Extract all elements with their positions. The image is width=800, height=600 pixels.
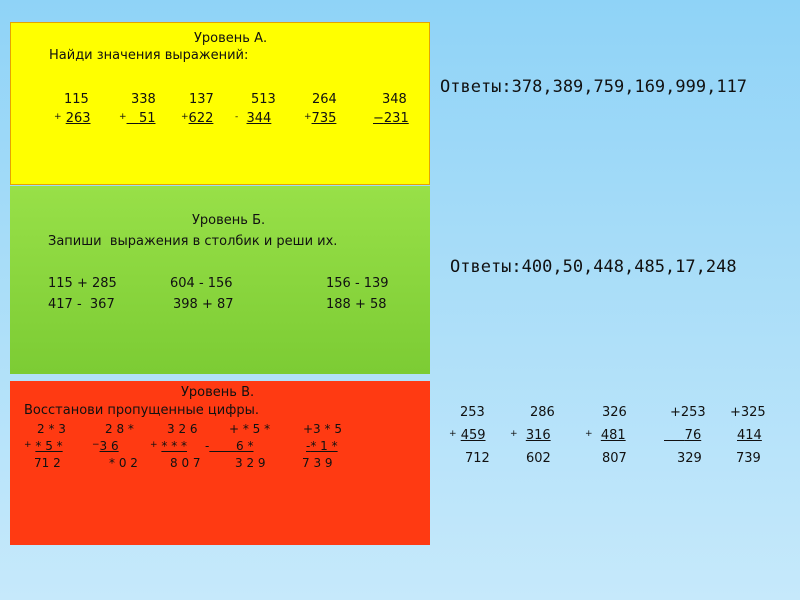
level-c-r1-4: + * 5 * bbox=[229, 422, 271, 436]
level-c-r2-val-1: * 5 * bbox=[35, 439, 63, 453]
level-a-expr-4: - 344 bbox=[235, 111, 271, 126]
sol-r2-3: + 481 bbox=[585, 428, 626, 443]
level-a-bottom-3: 622 bbox=[188, 111, 214, 126]
level-c-r1-1: 2 * 3 bbox=[37, 422, 66, 436]
sol-r2-val-3: 481 bbox=[600, 428, 626, 443]
level-c-r2-val-5: * 1 * bbox=[310, 439, 338, 453]
level-a-sign-4: - bbox=[235, 112, 239, 122]
level-b-title: Уровень Б. bbox=[192, 213, 266, 228]
level-a-bottom-4: 344 bbox=[246, 111, 272, 126]
sol-r1-3: 326 bbox=[602, 405, 627, 420]
level-a-panel: Уровень А. Найди значения выражений: 115… bbox=[10, 22, 430, 185]
level-c-r3-4: 3 2 9 bbox=[235, 456, 266, 470]
sol-r3-2: 602 bbox=[526, 451, 551, 466]
level-c-r3-5: 7 3 9 bbox=[302, 456, 333, 470]
level-c-r2-val-4: 6 * bbox=[236, 439, 254, 453]
sol-r1-1: 253 bbox=[460, 405, 485, 420]
level-a-bottom-6: 231 bbox=[383, 111, 409, 126]
level-c-r2-val-2: 3 6 bbox=[99, 439, 119, 453]
level-b-task: Запиши выражения в столбик и реши их. bbox=[48, 234, 338, 249]
level-b-expr-1: 115 + 285 bbox=[48, 276, 117, 291]
level-a-top-2: 338 bbox=[131, 92, 156, 107]
level-a-bottom-2: 51 bbox=[138, 111, 156, 126]
level-c-r2-5: -* 1 * bbox=[306, 439, 338, 453]
level-c-r1-3: 3 2 6 bbox=[167, 422, 198, 436]
sol-r3-5: 739 bbox=[736, 451, 761, 466]
sol-r2-4: 76 bbox=[664, 428, 702, 443]
level-a-expr-5: +735 bbox=[304, 111, 336, 126]
level-b-panel: Уровень Б. Запиши выражения в столбик и … bbox=[10, 186, 430, 374]
level-a-top-6: 348 bbox=[382, 92, 407, 107]
level-a-expr-3: +622 bbox=[181, 111, 213, 126]
level-a-sign-2: + bbox=[119, 112, 127, 122]
level-c-r2-2: −3 6 bbox=[92, 439, 119, 453]
level-c-title: Уровень В. bbox=[181, 385, 255, 400]
level-c-sign-5: - bbox=[306, 439, 311, 453]
answers-a: Ответы:378,389,759,169,999,117 bbox=[440, 77, 748, 97]
level-c-r2-val-3: * * * bbox=[161, 439, 188, 453]
level-b-expr-6: 188 + 58 bbox=[326, 297, 387, 312]
level-c-r3-2: * 0 2 bbox=[109, 456, 138, 470]
sol-r1-2: 286 bbox=[530, 405, 555, 420]
sol-r2-val-2: 316 bbox=[525, 428, 551, 443]
level-a-top-4: 513 bbox=[251, 92, 276, 107]
sol-r3-3: 807 bbox=[602, 451, 627, 466]
level-c-r2-1: + * 5 * bbox=[24, 439, 63, 453]
level-b-expr-5: 398 + 87 bbox=[173, 297, 234, 312]
level-c-sign-1: + bbox=[24, 440, 32, 450]
level-a-expr-1: + 263 bbox=[54, 111, 91, 126]
level-b-expr-2: 604 - 156 bbox=[170, 276, 233, 291]
level-a-top-1: 115 bbox=[64, 92, 89, 107]
level-b-expr-4: 417 - 367 bbox=[48, 297, 115, 312]
sol-r2-val-5: 414 bbox=[737, 428, 762, 443]
sol-r1-4: +253 bbox=[670, 405, 706, 420]
sol-r3-4: 329 bbox=[677, 451, 702, 466]
level-a-top-5: 264 bbox=[312, 92, 337, 107]
level-c-task: Восстанови пропущенные цифры. bbox=[24, 403, 259, 418]
level-b-expr-3: 156 - 139 bbox=[326, 276, 389, 291]
sol-r3-1: 712 bbox=[465, 451, 490, 466]
sol-r2-val-4: 76 bbox=[684, 428, 702, 443]
level-c-sign-3: + bbox=[150, 440, 158, 450]
sol-r1-5: +325 bbox=[730, 405, 766, 420]
level-a-bottom-1: 263 bbox=[65, 111, 91, 126]
level-a-sign-5: + bbox=[304, 112, 312, 122]
level-a-expr-6: −231 bbox=[373, 111, 409, 126]
level-a-title: Уровень А. bbox=[194, 31, 268, 46]
level-a-sign-3: + bbox=[181, 112, 189, 122]
level-c-r3-3: 8 0 7 bbox=[170, 456, 201, 470]
level-c-r1-2: 2 8 * bbox=[105, 422, 134, 436]
sol-r2-2: + 316 bbox=[510, 428, 551, 443]
sol-r2-1: + 459 bbox=[449, 428, 486, 443]
level-c-sign-4: - bbox=[205, 439, 210, 453]
sol-r2-5: 414 bbox=[737, 428, 762, 443]
sol-sign-1: + bbox=[449, 429, 457, 439]
level-c-panel: Уровень В. Восстанови пропущенные цифры.… bbox=[10, 381, 430, 545]
level-c-r3-1: 71 2 bbox=[34, 456, 61, 470]
sol-r2-val-1: 459 bbox=[460, 428, 486, 443]
level-a-expr-2: + 51 bbox=[119, 111, 156, 126]
level-c-r1-5: +3 * 5 bbox=[303, 422, 342, 436]
level-c-r2-4: - 6 * bbox=[205, 439, 254, 453]
answers-b: Ответы:400,50,448,485,17,248 bbox=[450, 257, 737, 277]
level-c-sign-2: − bbox=[92, 440, 100, 450]
level-a-sign-6: − bbox=[373, 111, 384, 126]
sol-sign-2: + bbox=[510, 429, 518, 439]
level-a-bottom-5: 735 bbox=[311, 111, 337, 126]
level-c-r2-3: + * * * bbox=[150, 439, 187, 453]
sol-sign-3: + bbox=[585, 429, 593, 439]
level-a-sign-1: + bbox=[54, 112, 62, 122]
level-a-top-3: 137 bbox=[189, 92, 214, 107]
level-a-task: Найди значения выражений: bbox=[49, 48, 249, 63]
